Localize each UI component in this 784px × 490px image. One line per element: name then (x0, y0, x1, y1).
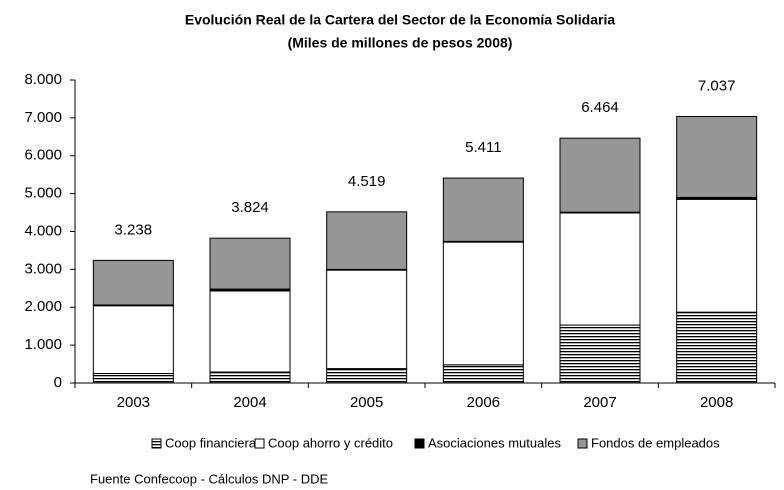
y-tick-label: 2.000 (24, 298, 62, 315)
bar-segment (92, 259, 174, 306)
y-tick-label: 5.000 (24, 185, 62, 202)
bar-segment (559, 137, 641, 213)
x-tick-label: 2004 (233, 394, 266, 411)
x-tick-label: 2007 (583, 394, 616, 411)
bar-segment (92, 373, 174, 384)
total-label: 3.238 (115, 221, 153, 238)
y-tick-label: 4.000 (24, 222, 62, 239)
legend-label: Coop financieras (165, 435, 263, 450)
bar-segment (559, 212, 641, 326)
chart-title: Evolución Real de la Cartera del Sector … (185, 12, 615, 28)
y-tick-label: 3.000 (24, 260, 62, 277)
bar-segment (209, 371, 291, 384)
legend-swatch (577, 438, 588, 449)
bar-segment (676, 198, 758, 313)
bar-segment (209, 290, 291, 373)
bar-segment (559, 324, 641, 384)
total-label: 3.824 (231, 199, 269, 216)
legend-swatch (151, 438, 162, 449)
bar-segment (326, 368, 408, 384)
total-label: 7.037 (698, 77, 736, 94)
bar-segment (326, 211, 408, 270)
legend-label: Asociaciones mutuales (428, 435, 561, 450)
x-tick-label: 2003 (117, 394, 150, 411)
legend-label: Fondos de empleados (591, 435, 720, 450)
bar-segment (676, 115, 758, 198)
y-tick-label: 1.000 (24, 336, 62, 353)
y-tick-label: 6.000 (24, 147, 62, 164)
x-tick-label: 2005 (350, 394, 383, 411)
y-tick-label: 8.000 (24, 71, 62, 88)
source-note: Fuente Confecoop - Cálculos DNP - DDE (90, 471, 329, 486)
bar-segment (676, 311, 758, 384)
bar-segment (442, 364, 524, 384)
total-label: 5.411 (465, 139, 501, 156)
x-tick-label: 2006 (467, 394, 500, 411)
y-tick-label: 0 (54, 374, 62, 391)
total-label: 4.519 (348, 173, 386, 190)
bar-segment (442, 241, 524, 366)
x-tick-label: 2008 (700, 394, 733, 411)
legend-swatch (414, 438, 425, 449)
bar-segment (209, 237, 291, 290)
bar-segment (442, 177, 524, 242)
legend-swatch (254, 438, 265, 449)
legend-label: Coop ahorro y crédito (268, 435, 393, 450)
total-label: 6.464 (581, 99, 619, 116)
bar-segment (326, 269, 408, 370)
chart-subtitle: (Miles de millones de pesos 2008) (288, 35, 513, 51)
bar-segment (92, 305, 174, 375)
y-tick-label: 7.000 (24, 109, 62, 126)
